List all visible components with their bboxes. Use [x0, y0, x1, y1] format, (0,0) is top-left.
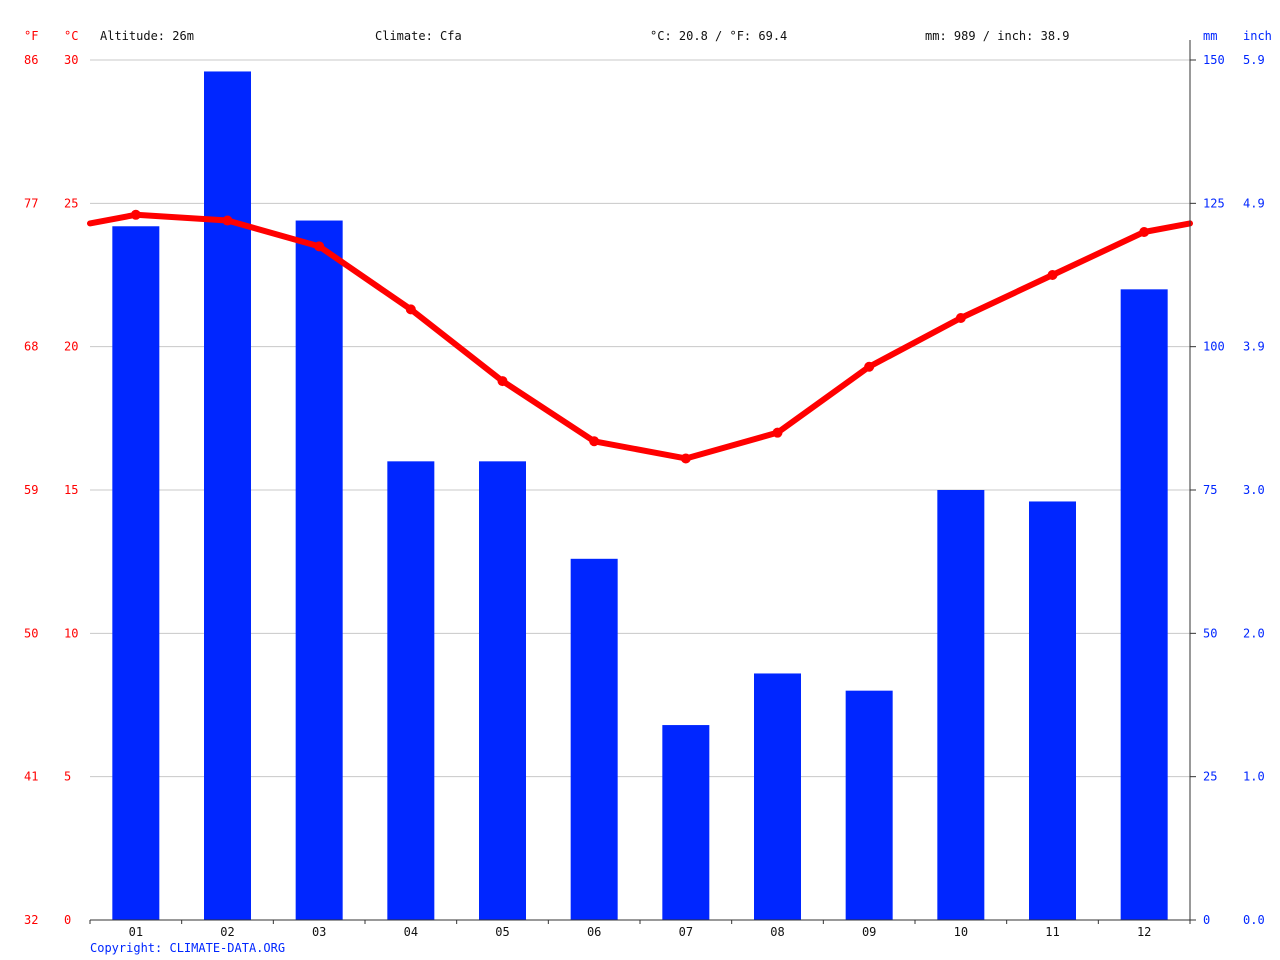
precipitation-total-label: mm: 989 / inch: 38.9 [925, 29, 1070, 43]
tick-label-fahrenheit: 50 [24, 626, 38, 640]
temperature-series-line [87, 211, 1193, 462]
tick-label-celsius: 15 [64, 483, 78, 497]
gridlines [90, 59, 1190, 778]
precipitation-bar [937, 490, 985, 920]
tick-label-mm: 150 [1203, 53, 1225, 67]
x-tick-label: 12 [1137, 925, 1151, 939]
tick-label-inch: 5.9 [1243, 53, 1265, 67]
tick-label-fahrenheit: 41 [24, 770, 38, 784]
precipitation-bars [112, 71, 1168, 921]
x-tick-label: 09 [862, 925, 876, 939]
x-tick-label: 08 [770, 925, 784, 939]
precipitation-bar [662, 725, 710, 920]
tick-label-celsius: 5 [64, 770, 71, 784]
precipitation-bar [1029, 501, 1076, 920]
tick-label-mm: 125 [1203, 196, 1225, 210]
temperature-point [589, 436, 600, 447]
precipitation-bar [295, 220, 343, 921]
temperature-point [864, 361, 875, 372]
copyright-label: Copyright: CLIMATE-DATA.ORG [90, 941, 285, 955]
x-axis: 01 02 03 04 05 06 07 08 09 10 11 12 [89, 919, 1191, 939]
x-tick-label: 04 [404, 925, 418, 939]
y-axes: 32 0 0 0.0 41 5 25 1.0 50 10 50 2.0 59 15 75 3.0 68 20 100… [24, 40, 1265, 927]
temperature-average-label: °C: 20.8 / °F: 69.4 [650, 29, 787, 43]
x-tick-label: 11 [1045, 925, 1059, 939]
tick-label-celsius: 0 [64, 913, 71, 927]
x-tick-label: 02 [220, 925, 234, 939]
precipitation-bar [387, 461, 435, 920]
x-tick-label: 01 [129, 925, 143, 939]
tick-label-mm: 75 [1203, 483, 1217, 497]
tick-label-fahrenheit: 77 [24, 196, 38, 210]
tick-label-mm: 25 [1203, 770, 1217, 784]
temperature-point [405, 304, 416, 315]
tick-label-fahrenheit: 68 [24, 340, 38, 354]
temperature-point [955, 313, 966, 323]
unit-mm-label: mm [1203, 29, 1217, 43]
x-tick-label: 10 [954, 925, 968, 939]
temperature-point [130, 209, 141, 220]
precipitation-bar [845, 690, 893, 920]
unit-celsius-label: °C [64, 29, 78, 43]
unit-inch-label: inch [1243, 29, 1272, 43]
unit-fahrenheit-label: °F [24, 29, 38, 43]
tick-label-celsius: 10 [64, 626, 78, 640]
climate-label: Climate: Cfa [375, 29, 462, 43]
temperature-point [772, 427, 783, 438]
precipitation-bar [112, 226, 160, 920]
precipitation-bar [570, 558, 618, 920]
precipitation-bar [1120, 289, 1168, 920]
x-tick-label: 07 [679, 925, 693, 939]
tick-label-fahrenheit: 86 [24, 53, 38, 67]
temperature-point [1139, 227, 1150, 237]
precipitation-bar [754, 673, 801, 920]
temperature-point [1047, 270, 1058, 280]
x-tick-label: 05 [495, 925, 509, 939]
tick-label-celsius: 30 [64, 53, 78, 67]
tick-label-inch: 3.9 [1243, 340, 1265, 354]
altitude-label: Altitude: 26m [100, 29, 194, 43]
x-tick-label: 03 [312, 925, 326, 939]
tick-label-celsius: 25 [64, 196, 78, 210]
temperature-point [680, 453, 691, 464]
tick-label-celsius: 20 [64, 340, 78, 354]
precipitation-bar [479, 461, 526, 920]
temperature-line [87, 209, 1193, 464]
tick-label-inch: 2.0 [1243, 626, 1265, 640]
tick-label-mm: 100 [1203, 340, 1225, 354]
precipitation-bar [204, 71, 251, 920]
tick-label-mm: 0 [1203, 913, 1210, 927]
tick-label-mm: 50 [1203, 626, 1217, 640]
tick-label-inch: 3.0 [1243, 483, 1265, 497]
tick-label-inch: 0.0 [1243, 913, 1265, 927]
tick-label-inch: 1.0 [1243, 770, 1265, 784]
temperature-point [497, 376, 508, 387]
temperature-point [314, 241, 325, 252]
tick-label-fahrenheit: 32 [24, 913, 38, 927]
temperature-point [222, 215, 233, 226]
x-tick-label: 06 [587, 925, 601, 939]
tick-label-fahrenheit: 59 [24, 483, 38, 497]
tick-label-inch: 4.9 [1243, 196, 1265, 210]
